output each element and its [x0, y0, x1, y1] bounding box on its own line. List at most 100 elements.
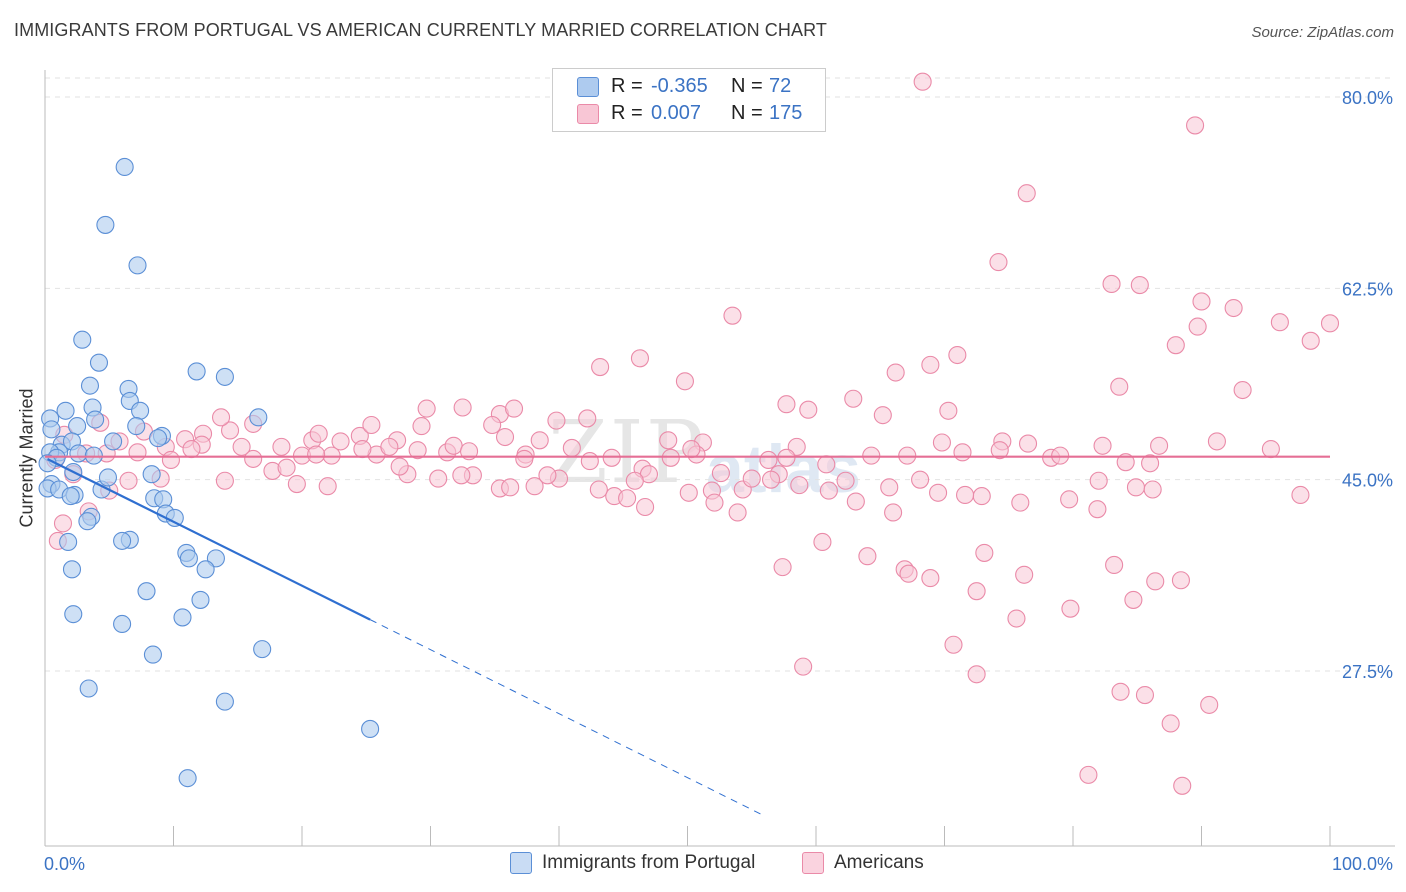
americans-point — [932, 433, 951, 452]
americans-point — [504, 399, 524, 418]
americans-point — [1261, 440, 1280, 459]
americans-point — [501, 478, 520, 497]
americans-point — [161, 450, 180, 470]
americans-point — [128, 443, 147, 462]
legend-swatch-blue — [510, 852, 532, 874]
portugal-point — [113, 614, 132, 634]
americans-point — [1146, 572, 1165, 591]
americans-point — [858, 547, 877, 566]
americans-point — [452, 466, 471, 485]
americans-point — [578, 409, 597, 428]
portugal-point — [89, 353, 109, 372]
americans-point — [1110, 377, 1129, 396]
americans-point — [873, 406, 892, 425]
y-tick-label: 80.0% — [1342, 88, 1393, 108]
americans-point — [913, 72, 932, 91]
portugal-point — [96, 215, 115, 234]
americans-point — [453, 398, 472, 417]
portugal-point — [253, 640, 272, 659]
americans-point — [1079, 765, 1098, 784]
americans-point — [1207, 432, 1226, 451]
americans-point — [412, 417, 431, 436]
americans-point — [1093, 436, 1112, 455]
americans-point — [844, 389, 863, 408]
portugal-point — [179, 549, 198, 568]
americans-point — [1186, 116, 1205, 135]
americans-point — [939, 401, 958, 420]
portugal-point — [86, 410, 105, 429]
legend-n-label: N = — [731, 102, 763, 124]
x-tick-label: 0.0% — [44, 854, 85, 874]
portugal-point — [249, 408, 268, 427]
americans-point — [911, 470, 930, 489]
americans-point — [884, 503, 903, 522]
portugal-point — [61, 487, 80, 506]
americans-point — [659, 431, 678, 450]
americans-point — [618, 489, 637, 508]
americans-point — [538, 466, 557, 485]
americans-point — [459, 442, 479, 461]
portugal-point — [191, 590, 210, 609]
americans-point — [1089, 471, 1108, 490]
americans-point — [483, 415, 502, 435]
americans-point — [444, 436, 463, 455]
americans-point — [1111, 682, 1130, 701]
americans-point — [944, 635, 963, 654]
portugal-point — [115, 157, 134, 177]
americans-point — [799, 400, 818, 419]
portugal-point — [79, 679, 98, 698]
portugal-point — [59, 532, 78, 552]
americans-point — [790, 476, 809, 495]
portugal-point — [178, 769, 197, 788]
americans-point — [1192, 292, 1211, 311]
portugal-point — [68, 417, 87, 436]
americans-point — [562, 438, 581, 458]
portugal-point — [215, 367, 234, 386]
americans-point — [1011, 493, 1030, 512]
americans-point — [417, 399, 436, 418]
correlation-legend: R = -0.365 N = 72 R = 0.007 N = 175 — [552, 68, 826, 132]
americans-point — [1007, 609, 1026, 628]
americans-point — [307, 445, 326, 464]
americans-point — [723, 306, 742, 325]
americans-point — [817, 455, 836, 474]
americans-point — [1018, 434, 1038, 453]
americans-point — [880, 478, 899, 497]
americans-point — [353, 440, 372, 459]
americans-point — [244, 449, 263, 468]
americans-point — [530, 431, 549, 450]
americans-point — [972, 487, 991, 506]
y-tick-label: 27.5% — [1342, 662, 1393, 682]
americans-point — [380, 437, 399, 456]
americans-point — [759, 450, 778, 470]
americans-point — [1060, 490, 1079, 509]
americans-point — [272, 437, 291, 456]
portugal-point — [215, 692, 234, 711]
portugal-point — [173, 608, 192, 627]
americans-point — [711, 464, 730, 483]
americans-point — [429, 469, 448, 488]
legend-r-value: -0.365 — [651, 75, 708, 97]
americans-point — [1015, 565, 1034, 584]
legend-swatch-pink — [802, 852, 824, 874]
americans-point — [773, 558, 792, 577]
legend-r-label: R = — [611, 102, 643, 124]
portugal-point — [104, 432, 123, 451]
americans-point — [819, 481, 838, 500]
grid-lines — [45, 77, 1395, 672]
americans-point — [846, 492, 865, 511]
portugal-point — [361, 719, 380, 738]
chart-title: IMMIGRANTS FROM PORTUGAL VS AMERICAN CUR… — [14, 20, 827, 40]
americans-point — [589, 480, 608, 499]
y-tick-label: 62.5% — [1342, 279, 1393, 299]
americans-point — [362, 415, 381, 435]
americans-point — [953, 443, 972, 462]
legend-r-value: 0.007 — [651, 102, 702, 124]
legend-item-portugal[interactable]: Immigrants from Portugal — [510, 852, 755, 878]
legend-item-americans[interactable]: Americans — [802, 852, 924, 878]
legend-r-label: R = — [611, 75, 643, 97]
portugal-point — [165, 508, 184, 527]
trend-lines — [45, 455, 1330, 817]
americans-point — [813, 532, 832, 552]
americans-point — [232, 437, 251, 456]
